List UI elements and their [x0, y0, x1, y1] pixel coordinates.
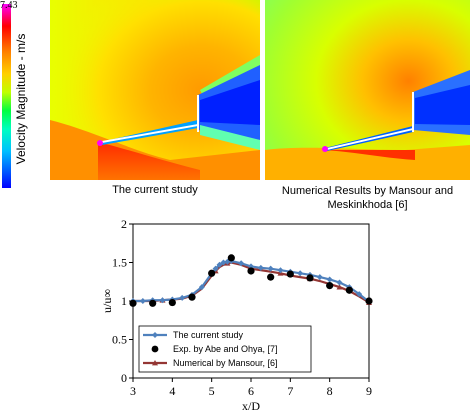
- velocity-profile-chart: 3 4 5 6 7 8 9 0 0.5 1 1.5 2 The current study Exp. b…: [100, 217, 373, 413]
- x-tick-label: 6: [248, 384, 254, 398]
- x-tick-label: 8: [327, 384, 333, 398]
- caption-mansour-line1: Numerical Results by Mansour and: [281, 185, 454, 197]
- colorbar-title-text: Velocity Magnitude - m/s: [14, 33, 28, 165]
- data-point: [227, 254, 235, 262]
- data-point: [306, 274, 314, 282]
- diamond-marker: [336, 279, 343, 286]
- velocity-colorbar: [2, 4, 11, 188]
- y-tick-label: 0.5: [112, 333, 127, 347]
- diamond-marker: [248, 263, 254, 270]
- caption-current-study: The current study: [112, 184, 198, 196]
- series-line: [133, 259, 370, 303]
- caption-mansour: Numerical Results by Mansour and Meskink…: [265, 184, 470, 212]
- triangle-marker: [336, 284, 343, 290]
- legend-marker: [151, 345, 159, 353]
- diamond-marker: [356, 291, 363, 298]
- diamond-marker: [216, 261, 223, 268]
- y-axis-label: u/u∞: [100, 289, 114, 313]
- contour-mansour: [265, 0, 470, 180]
- x-tick-label: 7: [287, 384, 293, 398]
- legend-label: Numerical by Mansour, [6]: [173, 358, 278, 368]
- diamond-marker: [267, 265, 274, 272]
- caption-mansour-line2: Meskinkhoda [6]: [327, 199, 408, 211]
- triangle-marker: [152, 360, 158, 366]
- data-point: [188, 293, 196, 301]
- contour-current-study: [50, 0, 260, 180]
- diamond-marker: [159, 297, 166, 304]
- data-point: [326, 282, 334, 290]
- legend-label: The current study: [173, 330, 244, 340]
- y-tick-label: 0: [121, 371, 127, 385]
- diamond-marker: [220, 259, 227, 266]
- legend-label: Exp. by Abe and Ohya, [7]: [173, 344, 278, 354]
- data-point: [149, 299, 157, 307]
- y-tick-label: 1: [121, 294, 127, 308]
- data-point: [247, 267, 255, 275]
- y-tick-label: 1.5: [112, 256, 127, 270]
- diamond-marker: [326, 276, 333, 283]
- data-point: [267, 273, 275, 281]
- colorbar-max-label: 7.43: [0, 0, 18, 11]
- contour-mansour-image: [265, 0, 470, 180]
- diamond-marker: [316, 274, 323, 281]
- diamond-marker: [257, 264, 264, 271]
- contour-current-study-image: [50, 0, 260, 180]
- diamond-marker: [212, 265, 219, 272]
- colorbar-title: Velocity Magnitude - m/s: [14, 6, 30, 192]
- x-axis-label: x/D: [242, 399, 260, 413]
- data-point: [168, 298, 176, 307]
- diamond-marker: [297, 270, 304, 277]
- x-tick-label: 4: [169, 384, 175, 398]
- diamond-marker: [139, 298, 146, 304]
- diamond-marker: [238, 260, 245, 267]
- legend-box: [138, 325, 312, 373]
- x-tick-label: 3: [130, 384, 136, 398]
- diamond-marker: [277, 267, 284, 274]
- data-point: [286, 270, 294, 278]
- x-tick-label: 5: [209, 384, 215, 398]
- diamond-marker: [198, 284, 205, 291]
- diamond-marker: [179, 294, 186, 301]
- x-tick-label: 9: [366, 384, 372, 398]
- y-tick-label: 2: [121, 217, 127, 231]
- data-point: [208, 269, 216, 277]
- data-point: [365, 297, 373, 305]
- data-point: [129, 299, 137, 307]
- data-point: [345, 286, 353, 294]
- diamond-marker: [152, 332, 158, 338]
